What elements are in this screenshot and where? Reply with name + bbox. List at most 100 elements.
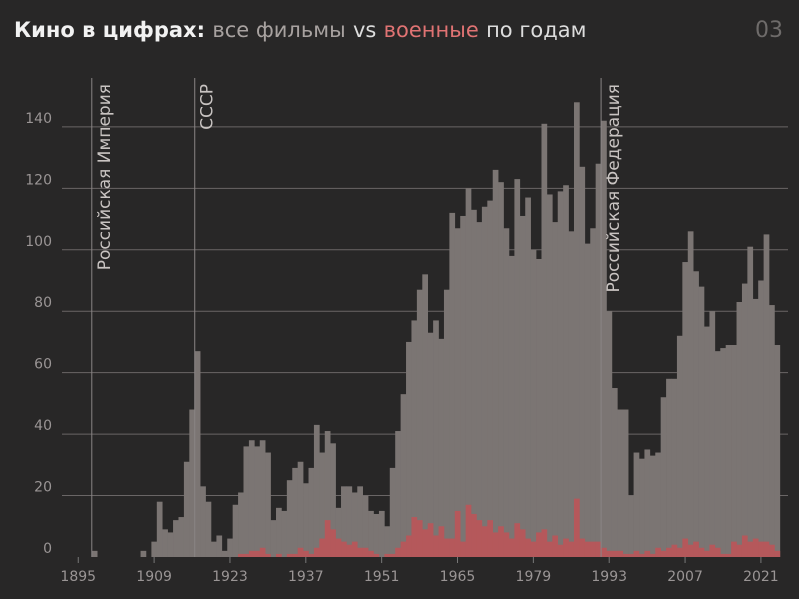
y-tick-label: 20 [34,480,52,496]
bar [286,553,293,557]
y-tick-label: 120 [25,172,52,188]
bar [622,409,629,557]
bar [276,553,282,557]
y-tick-label: 0 [43,541,52,557]
bar [243,446,250,557]
bar [693,541,699,557]
bar [173,520,179,557]
bar [373,513,380,557]
bar [563,185,569,558]
bar [162,529,168,557]
bar [205,501,212,557]
bar [763,234,770,558]
bar [698,286,705,557]
y-tick-label: 60 [34,357,52,373]
bar [189,409,196,557]
bar [606,550,613,557]
bar [422,274,429,557]
bar [297,547,304,557]
bar [644,550,651,557]
bar [736,544,743,557]
title-part: по годам [486,18,587,42]
bar [622,553,629,557]
bar [265,452,271,557]
bar [313,547,320,557]
bar [216,535,223,557]
bar [741,283,748,557]
bar [709,544,716,557]
bar [649,553,656,557]
bar [546,194,553,558]
bar [335,507,342,557]
bar [384,553,391,557]
bar [335,538,342,557]
bar [476,520,483,557]
title-part: vs [352,18,377,42]
bar [774,550,781,557]
annotation: СССР [198,84,218,130]
bar [395,547,401,557]
bar [433,320,439,557]
bar [769,544,775,557]
bar [579,166,586,557]
bar [731,345,737,557]
x-tick-label: 1937 [288,569,324,585]
bar [411,320,418,557]
bar [449,212,456,558]
bar [183,461,190,557]
title-part: Кино в цифрах: [14,18,205,42]
bar [693,271,699,557]
bar [276,507,282,557]
bar [709,311,716,557]
bar [481,206,488,557]
bar [492,169,499,557]
legend-entry: военные [383,18,479,42]
bar [617,550,624,557]
bar [584,541,591,557]
bar [731,541,737,557]
bar [584,243,591,558]
legend-entry: все фильмы [212,18,346,42]
bar [704,326,710,557]
bar [243,553,250,557]
bar [747,246,754,557]
bar [406,535,412,557]
bar [368,510,374,557]
bar [720,553,726,557]
bar [498,182,504,557]
bar [568,231,575,557]
bar [530,249,537,557]
bar [308,553,315,557]
bar [378,510,385,557]
bar [639,553,645,557]
bar [541,123,548,557]
bar [238,553,244,557]
bar [590,228,596,557]
bar [400,541,407,557]
bar [606,311,613,557]
bar [373,553,380,557]
bar [292,467,298,557]
bar [514,179,521,557]
bar [752,538,759,557]
bar [303,483,309,557]
bar [563,538,569,557]
bar [573,102,580,557]
bar [758,541,764,557]
bar [557,544,564,557]
bar [601,120,607,557]
bar [519,529,526,557]
bar [351,492,358,557]
bar [676,335,683,557]
bar [649,455,656,557]
bar [611,388,618,557]
bar [254,446,261,557]
bar [281,510,288,557]
bar [769,305,775,557]
bar [508,255,515,557]
bar [221,550,228,557]
bar [595,541,602,557]
bar [752,298,759,557]
bar [140,550,147,557]
bar [568,541,575,557]
